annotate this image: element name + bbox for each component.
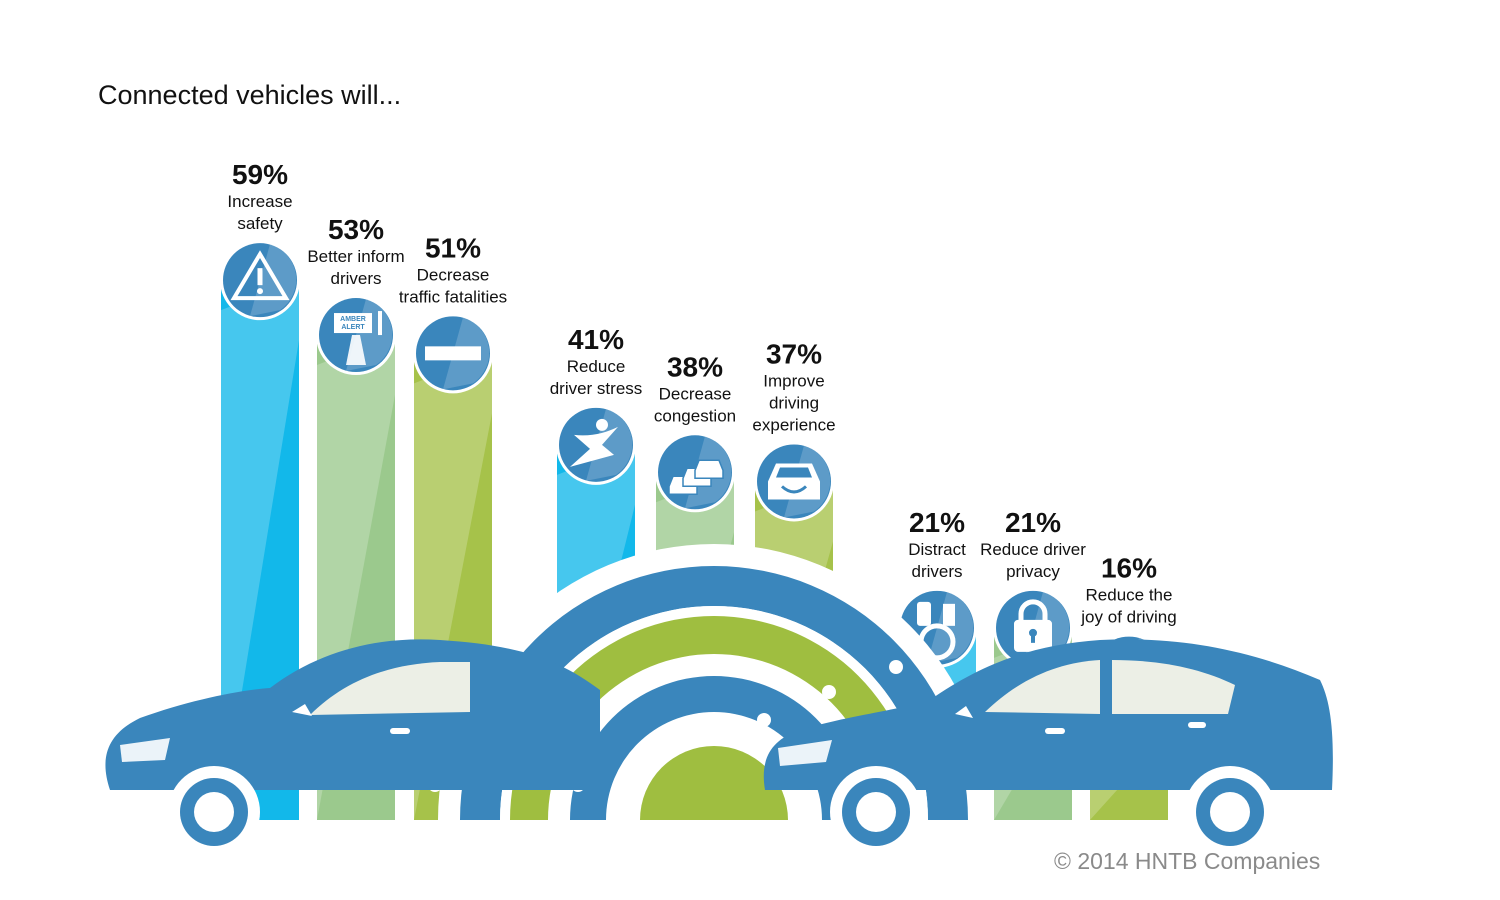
svg-text:AMBER: AMBER	[340, 316, 366, 323]
bar-label-8-line-2: privacy	[1006, 562, 1060, 581]
value-label-5: 38%	[667, 351, 723, 382]
value-label-1: 59%	[232, 159, 288, 190]
chart-title: Connected vehicles will...	[98, 80, 402, 110]
bar-label-9-line-2: joy of driving	[1080, 608, 1176, 627]
no-entry-icon	[413, 313, 493, 394]
right-car-illustration	[763, 639, 1333, 858]
copyright-note: © 2014 HNTB Companies	[1054, 848, 1321, 874]
value-label-2: 53%	[328, 214, 384, 245]
traffic-icon	[655, 432, 735, 513]
value-label-3: 51%	[425, 232, 481, 263]
bar-label-6-line-2: driving	[769, 393, 819, 412]
bar-label-1-line-2: safety	[237, 214, 283, 233]
bar-label-3-line-1: Decrease	[417, 265, 490, 284]
value-label-9: 16%	[1101, 553, 1157, 584]
svg-text:ALERT: ALERT	[341, 324, 365, 331]
left-car-illustration	[100, 639, 600, 858]
bar-label-5-line-1: Decrease	[659, 384, 732, 403]
value-label-6: 37%	[766, 338, 822, 369]
warning-icon	[220, 240, 300, 321]
bar-label-1-line-1: Increase	[227, 192, 292, 211]
bar-label-2-line-1: Better inform	[307, 247, 404, 266]
value-label-7: 21%	[909, 507, 965, 538]
smiling-car-icon	[754, 441, 834, 522]
bar-label-8-line-1: Reduce driver	[980, 540, 1086, 559]
bar-label-7-line-2: drivers	[911, 562, 962, 581]
bar-label-2-line-2: drivers	[330, 269, 381, 288]
value-label-4: 41%	[568, 324, 624, 355]
runner-icon	[556, 404, 636, 485]
bar-label-4-line-1: Reduce	[567, 357, 626, 376]
value-label-8: 21%	[1005, 507, 1061, 538]
bar-label-4-line-2: driver stress	[550, 379, 643, 398]
bar-highlight-1	[221, 280, 299, 820]
bar-label-6-line-3: experience	[752, 415, 835, 434]
bar-label-7-line-1: Distract	[908, 540, 966, 559]
bar-label-5-line-2: congestion	[654, 406, 736, 425]
bar-label-6-line-1: Improve	[763, 371, 824, 390]
bar-label-9-line-1: Reduce the	[1086, 586, 1173, 605]
bar-label-3-line-2: traffic fatalities	[399, 287, 507, 306]
